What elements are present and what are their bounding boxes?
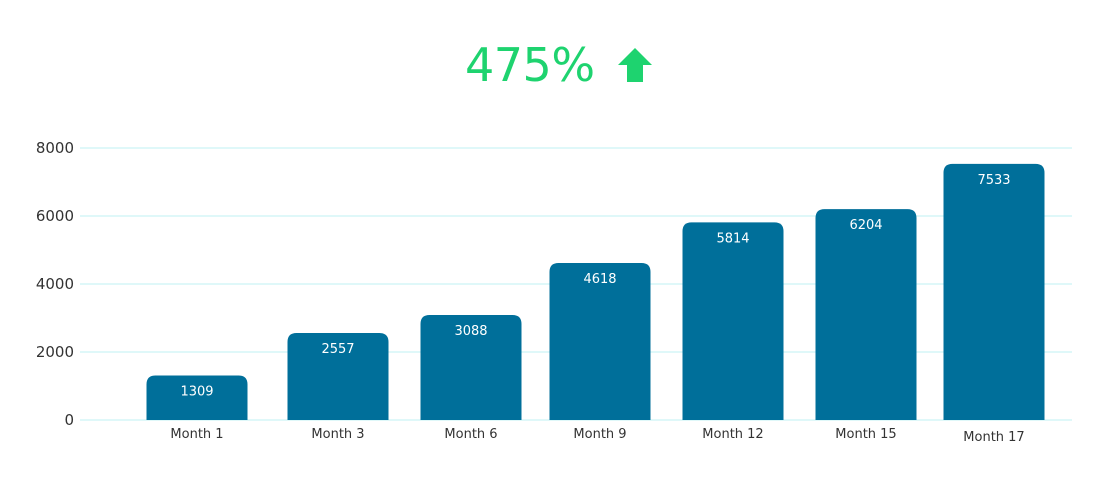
x-tick-label: Month 6 bbox=[444, 427, 497, 442]
x-tick-label: Month 3 bbox=[311, 427, 364, 442]
bar bbox=[287, 333, 389, 420]
y-tick-label: 0 bbox=[64, 411, 74, 429]
headline: 475% bbox=[0, 38, 1118, 92]
bar bbox=[943, 163, 1045, 421]
bar-value-label: 5814 bbox=[716, 231, 749, 246]
bar-value-label: 3088 bbox=[454, 324, 487, 339]
bar bbox=[420, 315, 522, 420]
y-tick-label: 2000 bbox=[36, 343, 74, 361]
x-tick-label: Month 1 bbox=[170, 427, 223, 442]
bar-value-labels: 1309 2557 3088 4618 5814 6204 7533 bbox=[180, 173, 1010, 400]
bar bbox=[682, 222, 784, 420]
up-arrow-icon bbox=[617, 48, 652, 82]
x-tick-label: Month 15 bbox=[835, 427, 896, 442]
bar-value-label: 7533 bbox=[977, 173, 1010, 188]
y-axis-ticks: 0 2000 4000 6000 8000 bbox=[36, 139, 74, 429]
x-tick-label: Month 9 bbox=[573, 427, 626, 442]
x-tick-label: Month 12 bbox=[702, 427, 763, 442]
growth-percentage: 475% bbox=[465, 38, 595, 92]
bar bbox=[146, 375, 248, 420]
bar bbox=[815, 209, 917, 420]
bar-value-label: 4618 bbox=[583, 272, 616, 287]
y-tick-label: 8000 bbox=[36, 139, 74, 157]
bar-value-label: 1309 bbox=[180, 384, 213, 399]
y-tick-label: 6000 bbox=[36, 207, 74, 225]
bar-value-label: 6204 bbox=[849, 218, 882, 233]
x-axis-ticks: Month 1 Month 3 Month 6 Month 9 Month 12 Mont… bbox=[170, 427, 1024, 445]
bars bbox=[146, 163, 1045, 421]
y-tick-label: 4000 bbox=[36, 275, 74, 293]
x-tick-label: Month 17 bbox=[963, 430, 1024, 445]
bar-value-label: 2557 bbox=[321, 342, 354, 357]
bar bbox=[549, 262, 651, 420]
